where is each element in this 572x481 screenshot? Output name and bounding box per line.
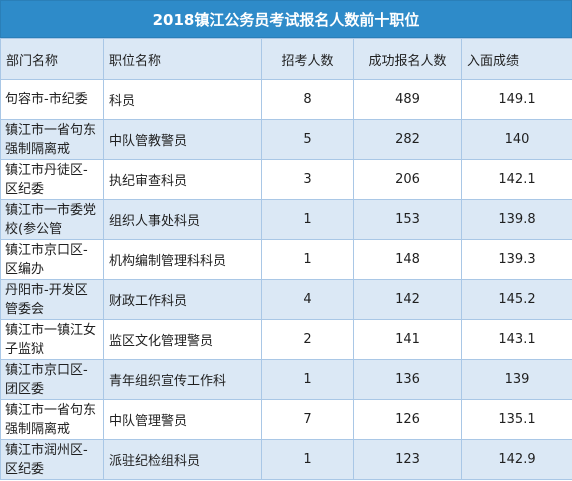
table-row: 镇江市一镇江女子监狱 监区文化管理警员 2 141 143.1 (0, 319, 572, 360)
quota-cell: 8 (261, 79, 354, 120)
dept-cell: 镇江市一省句东强制隔离戒 (0, 119, 104, 160)
dept-cell: 镇江市一省句东强制隔离戒 (0, 399, 104, 440)
applicants-cell: 142 (353, 279, 462, 320)
cutoff-cell: 149.1 (461, 79, 572, 120)
header-quota: 招考人数 (261, 38, 354, 80)
positions-table: 部门名称 职位名称 招考人数 成功报名人数 入面成绩 句容市-市纪委 科员 8 489… (0, 38, 572, 480)
position-cell: 执纪审查科员 (103, 159, 262, 200)
applicants-cell: 489 (353, 79, 462, 120)
cutoff-cell: 139.8 (461, 199, 572, 240)
position-cell: 机构编制管理科科员 (103, 239, 262, 280)
quota-cell: 1 (261, 359, 354, 400)
quota-cell: 1 (261, 439, 354, 480)
table-row: 镇江市一市委党校(参公管 组织人事处科员 1 153 139.8 (0, 199, 572, 240)
cutoff-cell: 142.9 (461, 439, 572, 480)
dept-cell: 镇江市润州区-区纪委 (0, 439, 104, 480)
table-row: 镇江市丹徒区-区纪委 执纪审查科员 3 206 142.1 (0, 159, 572, 200)
table-row: 镇江市润州区-区纪委 派驻纪检组科员 1 123 142.9 (0, 439, 572, 480)
cutoff-cell: 135.1 (461, 399, 572, 440)
cutoff-cell: 143.1 (461, 319, 572, 360)
position-cell: 财政工作科员 (103, 279, 262, 320)
header-cutoff: 入面成绩 (461, 38, 572, 80)
applicants-cell: 126 (353, 399, 462, 440)
applicants-cell: 136 (353, 359, 462, 400)
dept-cell: 丹阳市-开发区管委会 (0, 279, 104, 320)
dept-cell: 镇江市一市委党校(参公管 (0, 199, 104, 240)
quota-cell: 4 (261, 279, 354, 320)
cutoff-cell: 139 (461, 359, 572, 400)
quota-cell: 5 (261, 119, 354, 160)
dept-cell: 镇江市丹徒区-区纪委 (0, 159, 104, 200)
dept-cell: 镇江市京口区-团区委 (0, 359, 104, 400)
table-row: 丹阳市-开发区管委会 财政工作科员 4 142 145.2 (0, 279, 572, 320)
header-dept: 部门名称 (0, 38, 104, 80)
quota-cell: 3 (261, 159, 354, 200)
position-cell: 中队管理警员 (103, 399, 262, 440)
quota-cell: 2 (261, 319, 354, 360)
header-row: 部门名称 职位名称 招考人数 成功报名人数 入面成绩 (0, 38, 572, 80)
quota-cell: 7 (261, 399, 354, 440)
position-cell: 组织人事处科员 (103, 199, 262, 240)
table-row: 镇江市一省句东强制隔离戒 中队管理警员 7 126 135.1 (0, 399, 572, 440)
table-title: 2018镇江公务员考试报名人数前十职位 (0, 0, 572, 38)
position-cell: 监区文化管理警员 (103, 319, 262, 360)
quota-cell: 1 (261, 239, 354, 280)
cutoff-cell: 142.1 (461, 159, 572, 200)
cutoff-cell: 139.3 (461, 239, 572, 280)
table-row: 镇江市京口区-团区委 青年组织宣传工作科 1 136 139 (0, 359, 572, 400)
position-cell: 派驻纪检组科员 (103, 439, 262, 480)
applicants-cell: 141 (353, 319, 462, 360)
position-cell: 青年组织宣传工作科 (103, 359, 262, 400)
applicants-cell: 148 (353, 239, 462, 280)
position-cell: 中队管教警员 (103, 119, 262, 160)
position-cell: 科员 (103, 79, 262, 120)
header-position: 职位名称 (103, 38, 262, 80)
table-row: 句容市-市纪委 科员 8 489 149.1 (0, 79, 572, 120)
table-row: 镇江市京口区-区编办 机构编制管理科科员 1 148 139.3 (0, 239, 572, 280)
table-row: 镇江市一省句东强制隔离戒 中队管教警员 5 282 140 (0, 119, 572, 160)
cutoff-cell: 140 (461, 119, 572, 160)
dept-cell: 镇江市京口区-区编办 (0, 239, 104, 280)
applicants-cell: 153 (353, 199, 462, 240)
quota-cell: 1 (261, 199, 354, 240)
dept-cell: 句容市-市纪委 (0, 79, 104, 120)
applicants-cell: 123 (353, 439, 462, 480)
applicants-cell: 282 (353, 119, 462, 160)
dept-cell: 镇江市一镇江女子监狱 (0, 319, 104, 360)
cutoff-cell: 145.2 (461, 279, 572, 320)
applicants-cell: 206 (353, 159, 462, 200)
header-applicants: 成功报名人数 (353, 38, 462, 80)
